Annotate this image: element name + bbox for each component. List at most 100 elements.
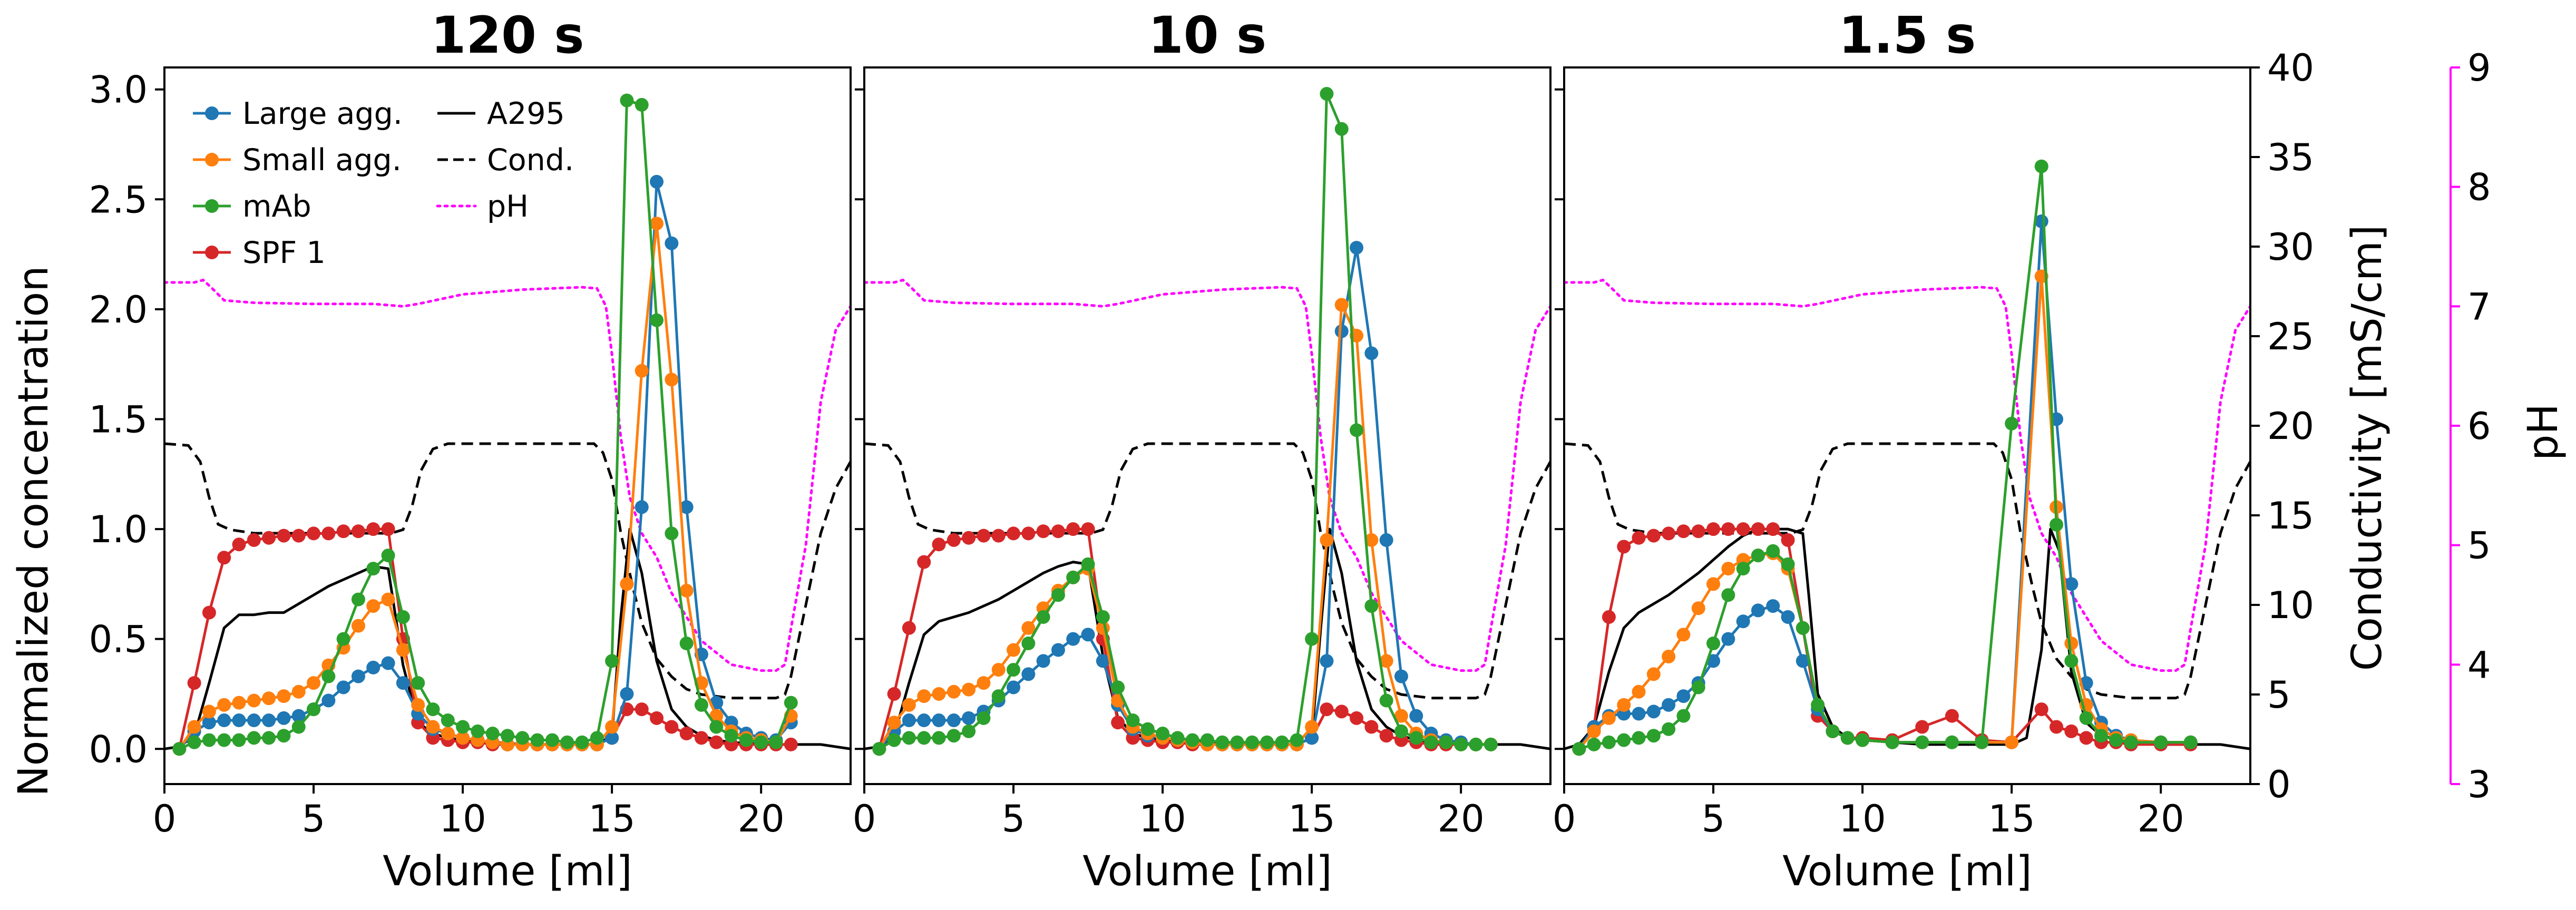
spf-1-point (321, 526, 336, 541)
large-agg-point (1409, 709, 1423, 723)
mab-point (232, 733, 246, 747)
spf-1-point (2034, 702, 2048, 717)
small-agg-point (232, 696, 246, 710)
small-agg-point (187, 720, 201, 734)
mab-point (962, 724, 976, 738)
mab-point (1394, 724, 1408, 738)
mab-point (1305, 632, 1319, 646)
spf-1-point (1602, 610, 1616, 624)
spf-1-point (247, 533, 261, 547)
small-agg-point (991, 663, 1006, 677)
small-agg-point (441, 727, 455, 741)
spf-1-point (1781, 533, 1795, 547)
large-agg-point (262, 713, 276, 728)
mab-point (784, 696, 798, 710)
mab-point (575, 735, 589, 749)
mab-point (545, 733, 559, 747)
small-agg-point (917, 689, 931, 703)
plot-area (864, 87, 1550, 756)
small-agg-point (426, 720, 440, 734)
spf-1-point (1007, 526, 1021, 541)
mab-point (1007, 663, 1021, 677)
mab-point (202, 733, 216, 747)
y-cond-tick-label: 40 (2267, 46, 2314, 90)
spf-1-line (1578, 527, 2191, 750)
mab-point (1587, 737, 1601, 751)
mab-point (1796, 621, 1810, 635)
mab-point (1721, 588, 1735, 602)
mab-point (2109, 733, 2123, 747)
spf-1-point (1111, 716, 1125, 730)
mab-point (887, 733, 901, 747)
small-agg-point (1646, 667, 1661, 681)
mab-point (1439, 735, 1453, 749)
mab-point (709, 720, 724, 734)
large-agg-point (1662, 698, 1676, 712)
mab-point (187, 735, 201, 749)
mab-point (1424, 735, 1438, 749)
mab-point (1275, 735, 1289, 749)
panel-frame (163, 66, 852, 785)
large-agg-point (291, 709, 306, 723)
small-agg-point (396, 643, 410, 657)
panel-frame (863, 66, 1552, 785)
spf-1-point (187, 676, 201, 690)
mab-point (605, 654, 619, 668)
large-agg-point (1007, 680, 1021, 694)
series-mab (1572, 159, 2198, 756)
spf-1-point (2050, 720, 2064, 734)
small-agg-point (1364, 533, 1379, 547)
small-agg-point (902, 698, 916, 712)
large-agg-point (217, 713, 231, 728)
mab-point (947, 729, 961, 743)
y-ph-tick-label: 6 (2467, 405, 2491, 448)
small-agg-point (709, 709, 724, 723)
small-agg-point (1320, 533, 1334, 547)
mab-point (2050, 517, 2064, 532)
mab-point (426, 702, 440, 717)
y-cond-axis-label: Conductivity [mS/cm] (2344, 225, 2391, 671)
mab-point (2079, 711, 2093, 725)
spf-1-point (381, 522, 395, 536)
mab-point (1572, 742, 1586, 756)
spf-1-point (932, 537, 946, 552)
mab-point (1469, 737, 1483, 751)
small-agg-point (1662, 650, 1676, 664)
spf-1-point (991, 529, 1006, 543)
small-agg-point (620, 577, 634, 591)
mab-point (1751, 549, 1765, 563)
plot-area (164, 93, 851, 756)
mab-point (1662, 722, 1676, 736)
spf-1-point (307, 526, 321, 541)
mab-point (530, 733, 544, 747)
mab-point (336, 632, 350, 646)
mab-point (1036, 610, 1050, 624)
y-left-axis-label: Normalized concentration (10, 266, 57, 796)
x-tick-label: 20 (738, 797, 785, 840)
y-left-tick-label: 1.5 (89, 398, 148, 441)
y-ph-tick-label: 3 (2467, 763, 2491, 806)
mab-point (650, 313, 664, 327)
small-agg-point (1617, 698, 1631, 712)
mab-point (291, 720, 306, 734)
mab-point (321, 669, 336, 683)
small-agg-point (202, 704, 216, 719)
y-cond-tick-label: 15 (2267, 494, 2314, 537)
mab-point (1409, 731, 1423, 745)
mab-point (1156, 727, 1170, 741)
mab-point (1170, 731, 1185, 745)
large-agg-point (1781, 610, 1795, 624)
mab-point (351, 592, 365, 606)
small-agg-point (291, 684, 306, 699)
small-agg-point (605, 720, 619, 734)
mab-point (1945, 735, 1959, 749)
small-agg-point (1632, 684, 1646, 699)
spf-1-point (351, 524, 365, 539)
mab-point (411, 676, 425, 690)
spf-1-point (665, 720, 679, 734)
large-agg-point (917, 713, 931, 728)
x-tick-label: 5 (1702, 797, 1725, 840)
mab-point (1676, 709, 1691, 723)
y-ph-tick-label: 4 (2467, 643, 2491, 687)
mab-point (1290, 733, 1304, 747)
